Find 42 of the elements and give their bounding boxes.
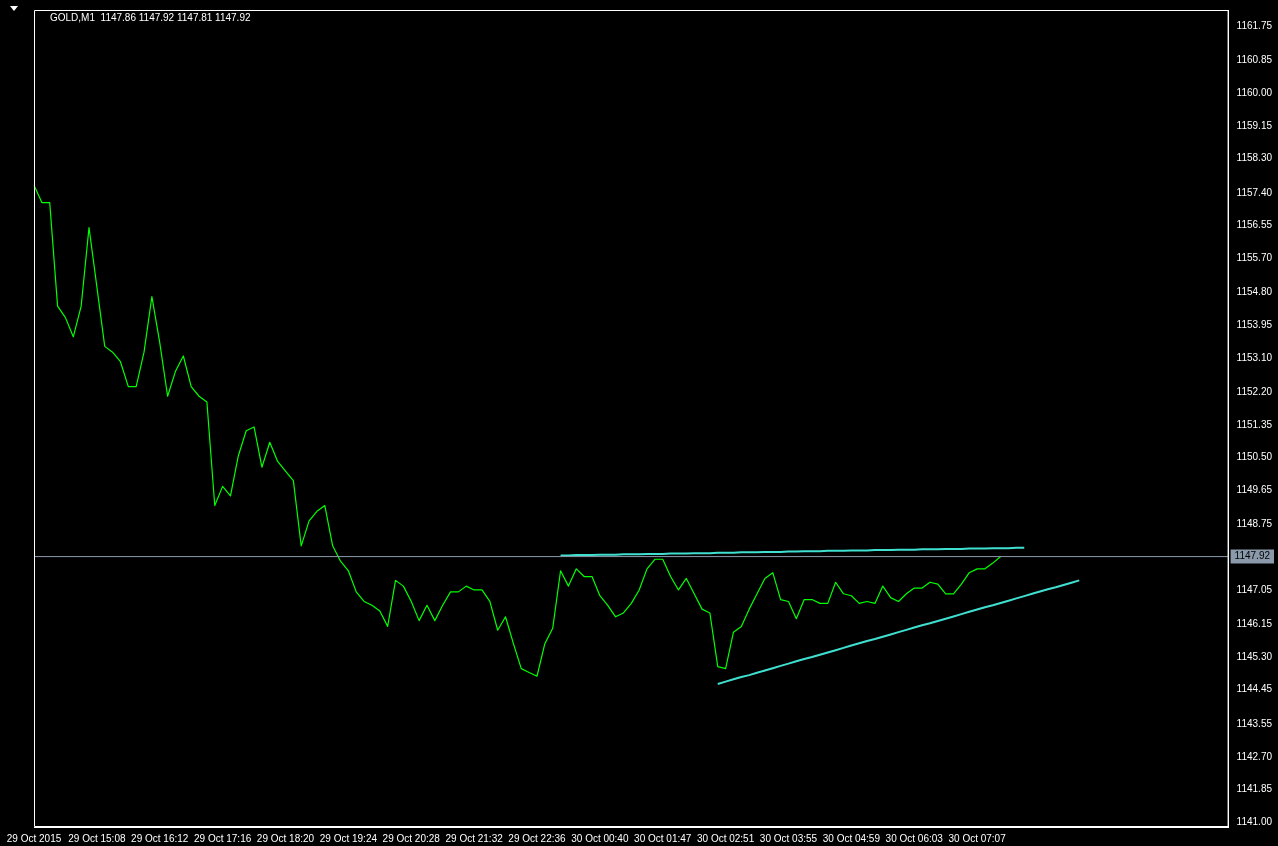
x-tick-label: 30 Oct 06:03 [885,832,944,844]
y-tick-label: 1161.75 [1236,19,1273,31]
y-tick-label: 1141.85 [1236,783,1273,795]
x-tick-label: 29 Oct 16:12 [131,832,189,844]
x-tick-label: 30 Oct 01:47 [634,832,692,844]
x-tick-label: 29 Oct 15:08 [68,832,126,844]
x-tick-label: 30 Oct 02:51 [696,832,755,844]
y-tick-label: 1142.70 [1236,750,1273,762]
y-tick-label: 1141.00 [1236,815,1273,827]
y-tick-label: 1160.00 [1236,86,1273,98]
y-tick-label: 1145.30 [1236,650,1273,662]
x-tick-label: 29 Oct 21:32 [445,832,504,844]
y-tick-label: 1155.70 [1236,251,1273,263]
y-tick-label: 1154.80 [1236,286,1273,298]
x-tick-label: 30 Oct 03:55 [759,832,818,844]
y-tick-label: 1153.10 [1236,351,1273,363]
x-tick-label: 29 Oct 18:20 [256,832,315,844]
y-tick-label: 1146.15 [1236,618,1273,630]
y-tick-label: 1143.55 [1236,717,1273,729]
y-tick-label: 1147.05 [1236,583,1273,595]
x-tick-label: 29 Oct 20:28 [382,832,441,844]
y-tick-label: 1158.30 [1236,152,1273,164]
x-tick-label: 30 Oct 04:59 [822,832,881,844]
ref-line-label: 1147.92 [1234,550,1271,562]
y-tick-label: 1144.45 [1236,683,1273,695]
chart-title: GOLD,M1 1147.86 1147.92 1147.81 1147.92 [50,11,251,23]
x-tick-label: 30 Oct 07:07 [948,832,1007,844]
x-tick-label: 30 Oct 00:40 [571,832,629,844]
x-tick-label: 29 Oct 17:16 [193,832,252,844]
x-tick-label: 29 Oct 19:24 [319,832,378,844]
y-tick-label: 1150.50 [1236,451,1273,463]
y-tick-label: 1160.85 [1236,54,1273,66]
y-tick-label: 1148.75 [1236,518,1273,530]
y-tick-label: 1152.20 [1236,386,1273,398]
y-tick-label: 1156.55 [1236,219,1273,231]
y-tick-label: 1151.35 [1236,418,1273,430]
y-tick-label: 1157.40 [1236,186,1273,198]
y-tick-label: 1159.15 [1236,119,1273,131]
x-tick-label: 29 Oct 2015 [6,832,62,844]
x-tick-label: 29 Oct 22:36 [508,832,567,844]
y-tick-label: 1149.65 [1236,483,1273,495]
y-tick-label: 1153.95 [1236,319,1273,331]
